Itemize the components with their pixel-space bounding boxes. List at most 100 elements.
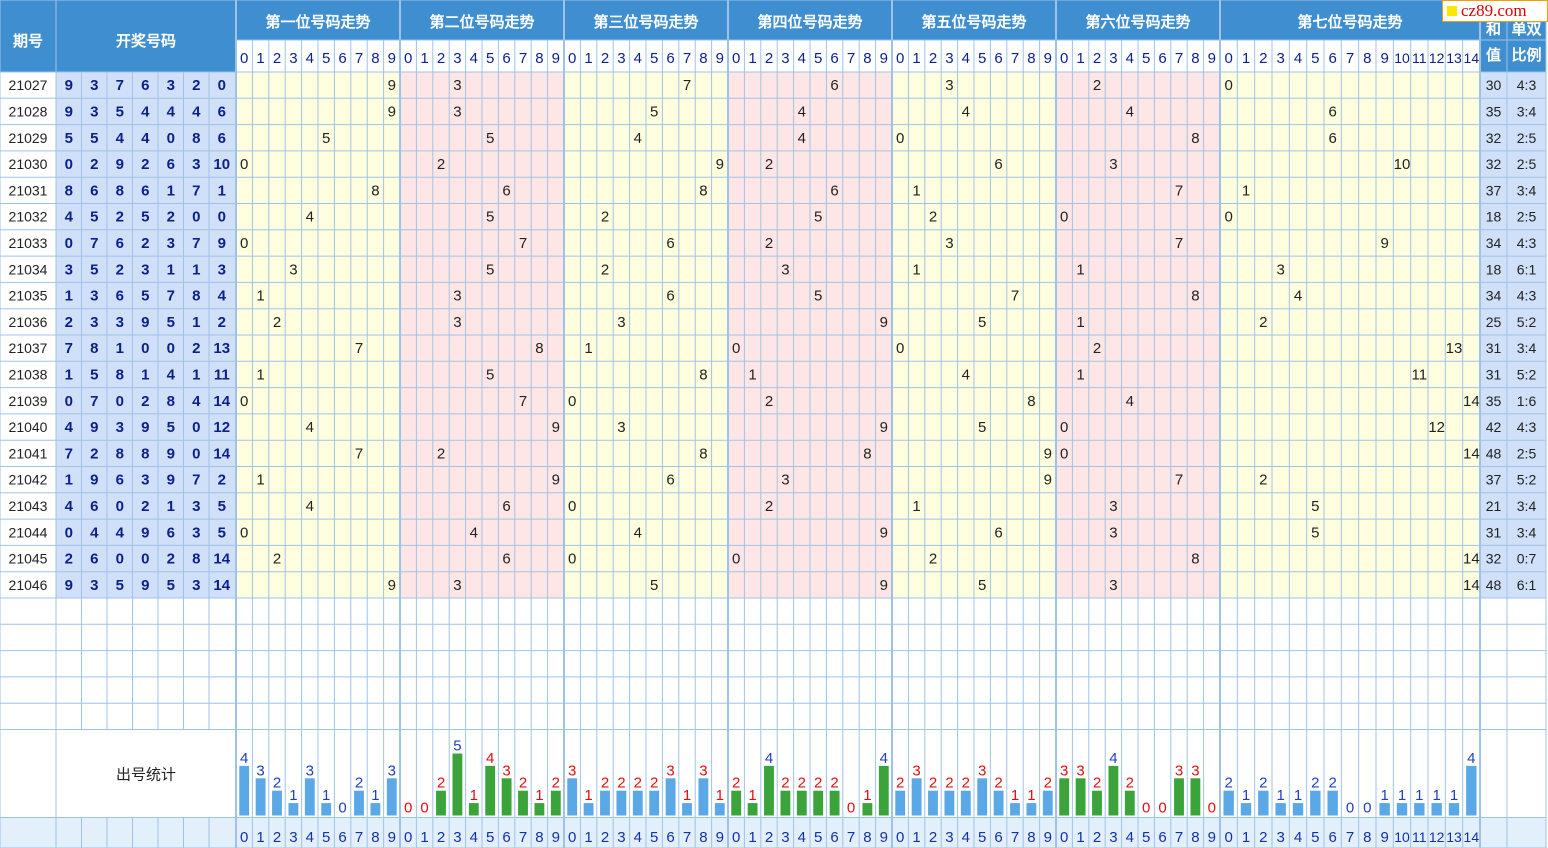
row-draw-number: 7	[90, 393, 98, 410]
site-badge[interactable]: cz89.com	[1442, 0, 1548, 22]
count-bar	[354, 790, 364, 816]
trend-mark: 1	[256, 366, 264, 383]
subheader-digit: 1	[1076, 50, 1084, 67]
row-draw-number: 2	[65, 314, 73, 331]
trend-mark: 5	[322, 130, 330, 147]
count-bar	[1431, 803, 1442, 816]
trend-mark: 2	[437, 445, 445, 462]
trend-mark: 12	[1428, 419, 1445, 436]
subheader-digit: 11	[1412, 50, 1427, 66]
row-draw-number: 4	[116, 130, 125, 147]
count-label: 5	[453, 738, 461, 755]
subheader-digit: 2	[273, 50, 281, 67]
row-draw-number: 4	[141, 103, 150, 120]
trend-mark: 1	[748, 366, 756, 383]
count-label: 2	[355, 775, 363, 792]
row-draw-number: 2	[167, 551, 175, 568]
count-bar	[632, 790, 643, 816]
footer-digit: 3	[1276, 829, 1284, 846]
footer-digit: 2	[601, 829, 609, 846]
row-draw-number: 9	[141, 577, 149, 594]
row-ratio: 3:4	[1517, 103, 1537, 119]
trend-mark: 8	[863, 445, 871, 462]
trend-mark: 3	[617, 419, 625, 436]
footer-digit: 8	[371, 829, 379, 846]
row-draw-number: 3	[192, 156, 200, 173]
trend-mark: 3	[781, 261, 789, 278]
trend-mark: 7	[683, 77, 691, 94]
trend-mark: 2	[765, 156, 773, 173]
count-label: 2	[273, 775, 281, 792]
count-bar	[1010, 803, 1020, 816]
trend-mark: 8	[535, 340, 543, 357]
row-sum: 31	[1486, 524, 1502, 540]
row-draw-number: 6	[116, 235, 124, 252]
row-draw-number: 9	[167, 472, 175, 489]
row-ratio: 3:4	[1517, 498, 1537, 514]
row-draw-number: 0	[65, 524, 73, 541]
count-bar	[698, 778, 709, 816]
count-label: 1	[322, 787, 330, 804]
row-draw-number: 2	[141, 393, 149, 410]
trend-mark: 9	[388, 577, 396, 594]
trend-mark: 8	[371, 182, 379, 199]
footer-digit: 4	[634, 829, 642, 846]
subheader-digit: 0	[732, 50, 740, 67]
row-period: 21039	[9, 393, 48, 409]
footer-digit: 7	[847, 829, 855, 846]
trend-mark: 9	[880, 419, 888, 436]
trend-mark: 0	[240, 235, 248, 252]
row-period: 21036	[9, 314, 48, 330]
row-draw-number: 8	[116, 366, 124, 383]
row-draw-number: 7	[65, 445, 73, 462]
trend-mark: 5	[486, 366, 494, 383]
subheader-digit: 5	[814, 50, 822, 67]
trend-mark: 0	[568, 393, 576, 410]
row-sum: 48	[1486, 577, 1502, 593]
footer-digit: 1	[1242, 829, 1250, 846]
count-bar	[796, 790, 807, 816]
count-label: 2	[732, 775, 740, 792]
count-label: 1	[470, 787, 478, 804]
trend-mark: 9	[1044, 445, 1052, 462]
trend-mark: 3	[1109, 156, 1117, 173]
footer-digit: 3	[289, 829, 297, 846]
count-label: 2	[798, 775, 806, 792]
row-ratio: 5:2	[1517, 314, 1537, 330]
trend-mark: 7	[1175, 472, 1183, 489]
row-sum: 32	[1486, 551, 1502, 567]
row-draw-number: 2	[192, 77, 200, 94]
row-period: 21035	[9, 288, 48, 304]
row-draw-number: 9	[141, 524, 149, 541]
trend-mark: 6	[1328, 130, 1336, 147]
trend-mark: 0	[1060, 445, 1068, 462]
footer-digit: 9	[552, 829, 560, 846]
row-period: 21045	[9, 551, 48, 567]
count-bar	[1258, 790, 1269, 816]
footer-digit: 8	[1363, 829, 1371, 846]
row-ratio: 2:5	[1517, 130, 1537, 146]
count-label: 2	[1093, 775, 1101, 792]
footer-bar	[0, 817, 1546, 848]
row-draw-number: 3	[192, 524, 200, 541]
count-bar	[616, 790, 627, 816]
row-draw-number: 9	[218, 235, 226, 252]
subheader-digit: 7	[519, 50, 527, 67]
count-bar	[862, 803, 873, 816]
trend-mark: 14	[1463, 445, 1480, 462]
count-bar	[550, 790, 561, 816]
count-label: 4	[880, 750, 888, 767]
row-draw-number: 10	[213, 156, 230, 173]
row-draw-number: 2	[218, 314, 226, 331]
badge-text: cz89.com	[1461, 1, 1527, 20]
count-bar	[288, 803, 299, 816]
subheader-digit: 7	[683, 50, 691, 67]
trend-mark: 6	[666, 288, 674, 305]
trend-mark: 7	[519, 235, 527, 252]
row-sum: 25	[1486, 314, 1502, 330]
row-draw-number: 5	[167, 314, 175, 331]
count-label: 4	[765, 750, 773, 767]
row-sum: 31	[1486, 366, 1502, 382]
count-bar	[747, 803, 758, 816]
count-bar	[714, 803, 725, 816]
